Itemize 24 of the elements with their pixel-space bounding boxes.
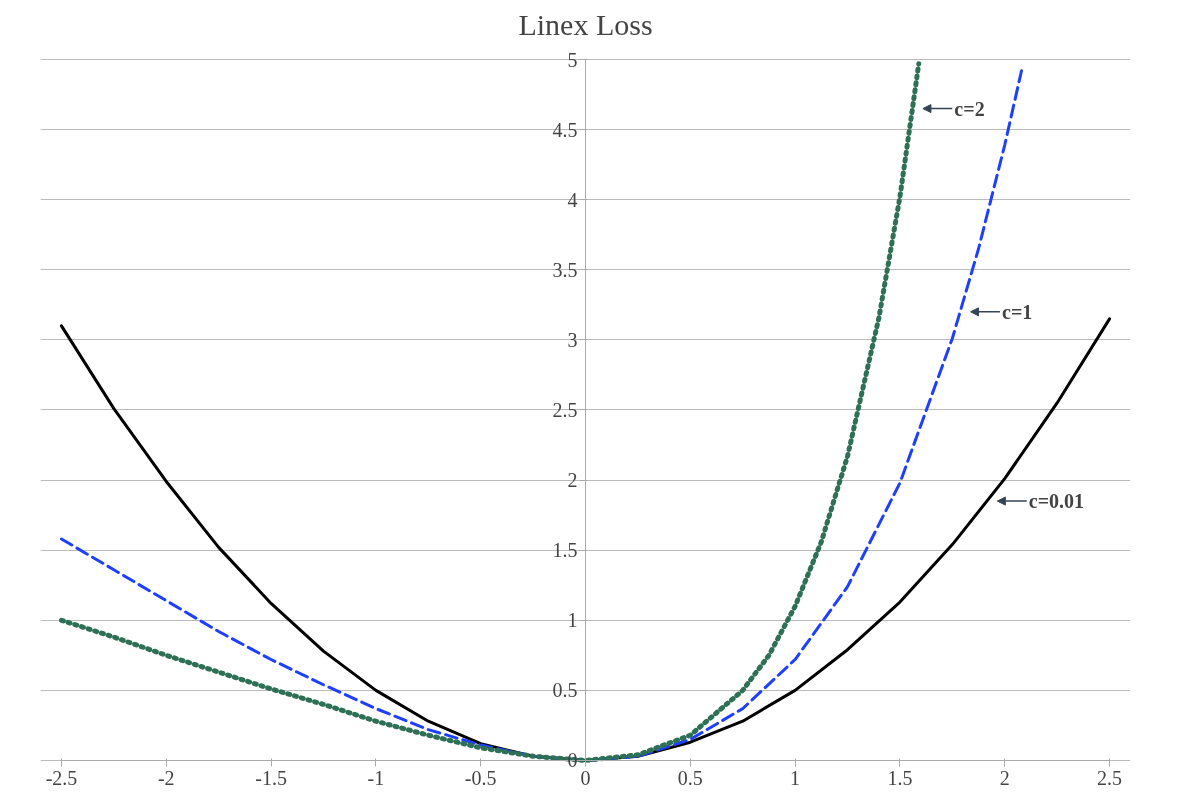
y-tick-label: 3.5 bbox=[552, 258, 578, 281]
x-tick-label: 1.5 bbox=[887, 767, 913, 790]
y-tick-label: 0.5 bbox=[552, 679, 578, 702]
y-tick-label: 2.5 bbox=[552, 398, 578, 421]
x-tick-label: 2 bbox=[999, 767, 1010, 790]
x-tick-label: 1 bbox=[790, 767, 801, 790]
y-tick-label: 4.5 bbox=[552, 118, 578, 141]
series-label: c=2 bbox=[954, 97, 985, 120]
chart-title: Linex Loss bbox=[518, 7, 653, 41]
x-tick-label: -2.5 bbox=[45, 767, 78, 790]
x-tick-label: 0.5 bbox=[677, 767, 703, 790]
y-tick-label: 4 bbox=[567, 188, 578, 211]
y-tick-label: 2 bbox=[567, 469, 578, 492]
y-tick-label: 1.5 bbox=[552, 539, 578, 562]
x-tick-label: -2 bbox=[157, 767, 175, 790]
series-label: c=0.01 bbox=[1028, 490, 1085, 513]
x-tick-label: -1 bbox=[367, 767, 385, 790]
y-tick-label: 3 bbox=[567, 328, 578, 351]
series-label: c=1 bbox=[1002, 300, 1033, 323]
x-tick-label: -1.5 bbox=[255, 767, 287, 790]
x-tick-label: 2.5 bbox=[1097, 767, 1123, 790]
y-tick-label: 1 bbox=[567, 609, 578, 632]
x-tick-label: -0.5 bbox=[464, 767, 497, 790]
y-tick-label: 5 bbox=[567, 48, 578, 71]
